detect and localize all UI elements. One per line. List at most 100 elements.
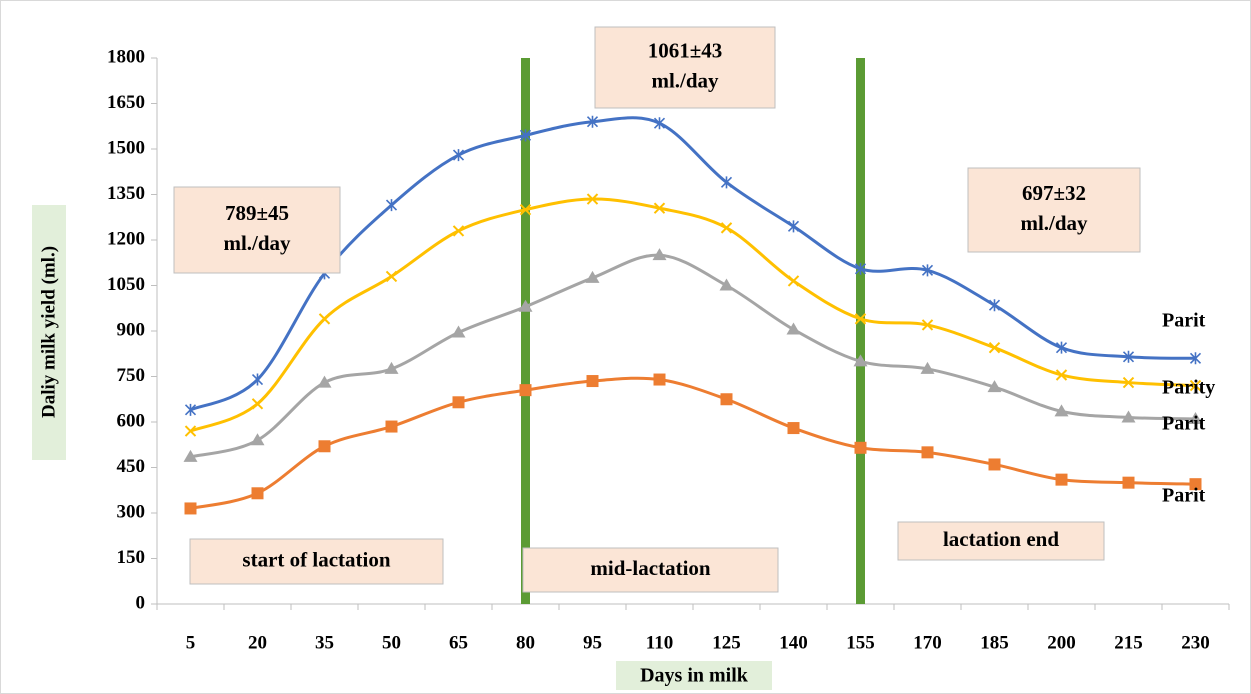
marker	[921, 319, 934, 331]
marker	[184, 502, 197, 515]
marker	[1188, 411, 1203, 424]
marker	[988, 458, 1001, 471]
y-tick-label: 1800	[107, 46, 145, 67]
marker	[853, 354, 868, 367]
marker	[652, 248, 667, 261]
annotation-text: ml./day	[1020, 211, 1088, 235]
x-tick-label: 185	[980, 632, 1009, 653]
y-tick-label: 900	[117, 319, 146, 340]
annotation-box	[189, 538, 444, 585]
series-label: Parit	[1162, 413, 1206, 435]
marker	[585, 270, 600, 283]
x-axis-title: Days in milk	[640, 665, 749, 687]
marker	[787, 275, 800, 287]
marker	[384, 361, 399, 374]
marker	[720, 176, 733, 189]
marker	[987, 380, 1002, 393]
marker	[385, 270, 398, 283]
series-line	[189, 197, 1196, 433]
marker	[921, 446, 934, 459]
x-tick-label: 80	[516, 632, 535, 653]
x-title-bg	[616, 661, 772, 690]
marker	[518, 299, 533, 312]
marker	[519, 203, 532, 216]
marker	[988, 299, 1001, 312]
annotation-box	[173, 186, 341, 274]
marker	[519, 129, 532, 142]
y-title-bg	[32, 205, 66, 460]
x-tick-label: 155	[846, 632, 875, 653]
y-tick-label: 1200	[107, 228, 145, 249]
series-label: Parit	[1162, 485, 1206, 507]
marker	[1122, 376, 1135, 389]
marker	[1054, 404, 1069, 417]
y-tick-label: 600	[117, 410, 146, 431]
annotation-text: mid-lactation	[590, 556, 710, 580]
marker	[653, 202, 666, 214]
marker	[586, 375, 599, 388]
marker	[251, 398, 264, 410]
annotation-text: ml./day	[223, 231, 291, 255]
annotation-text: 697±32	[1022, 181, 1086, 205]
series-line	[190, 376, 1196, 510]
annotation-text: start of lactation	[242, 547, 390, 571]
x-tick-label: 95	[583, 632, 602, 653]
marker	[1122, 476, 1135, 489]
marker	[251, 373, 264, 386]
marker	[854, 262, 867, 275]
marker	[385, 199, 398, 212]
marker	[184, 425, 197, 437]
x-tick-label: 65	[449, 632, 468, 653]
y-tick-label: 1500	[107, 137, 145, 158]
y-axis-title: Daliy milk yield (ml.)	[38, 246, 59, 418]
marker	[1189, 478, 1202, 491]
x-tick-label: 110	[646, 632, 673, 653]
x-tick-label: 215	[1114, 632, 1143, 653]
marker	[1189, 352, 1202, 365]
marker	[318, 313, 331, 325]
marker	[1055, 473, 1068, 486]
annotation-box	[594, 26, 776, 109]
marker	[988, 341, 1001, 354]
marker	[184, 403, 197, 416]
annotation-box	[967, 167, 1141, 253]
marker	[653, 117, 666, 130]
marker	[1122, 350, 1135, 363]
x-tick-label: 170	[913, 632, 942, 653]
marker	[250, 433, 265, 446]
y-tick-label: 150	[117, 547, 146, 568]
annotation-text: lactation end	[943, 527, 1059, 551]
x-tick-label: 125	[712, 632, 741, 653]
marker	[720, 222, 733, 234]
y-tick-label: 1050	[107, 274, 145, 295]
marker	[586, 115, 599, 128]
marker	[719, 278, 734, 291]
marker	[920, 361, 935, 374]
annotation-box	[522, 547, 779, 593]
marker	[251, 487, 264, 500]
y-tick-label: 300	[117, 501, 146, 522]
marker	[720, 393, 733, 406]
marker	[452, 225, 465, 237]
series-line	[190, 253, 1196, 459]
series-label: Parity	[1162, 377, 1215, 399]
marker	[921, 264, 934, 277]
y-tick-label: 1650	[107, 92, 145, 113]
marker	[519, 384, 532, 397]
annotation-box	[897, 521, 1105, 561]
marker	[854, 313, 867, 325]
series-line	[189, 116, 1196, 412]
x-tick-label: 35	[315, 632, 334, 653]
marker	[586, 193, 599, 205]
series-label: Parit	[1162, 310, 1206, 332]
marker	[1121, 410, 1136, 423]
marker	[451, 325, 466, 338]
marker	[854, 441, 867, 454]
annotation-text: 789±45	[225, 201, 289, 225]
marker	[1189, 379, 1202, 392]
marker	[653, 373, 666, 386]
annotation-text: 1061±43	[648, 38, 723, 62]
marker	[787, 220, 800, 233]
x-tick-label: 50	[382, 632, 401, 653]
